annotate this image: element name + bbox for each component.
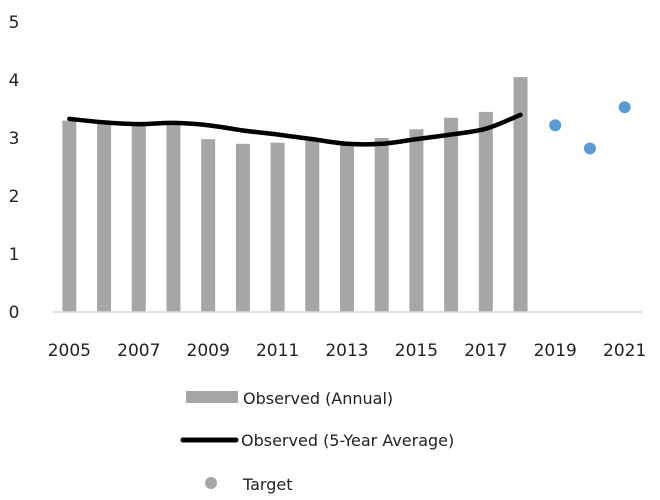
y-tick-label: 1 [9, 245, 20, 265]
annual-bar [513, 77, 528, 312]
annual-bar [131, 125, 146, 313]
annual-bars [62, 77, 528, 313]
annual-bar [340, 143, 354, 312]
x-tick-label: 2017 [464, 341, 507, 361]
annual-bar [270, 142, 285, 312]
y-axis-ticks: 0 1 2 3 4 5 [9, 13, 20, 323]
y-tick-label: 3 [9, 129, 20, 149]
legend-annual-swatch [186, 391, 238, 403]
x-tick-label: 2007 [117, 341, 160, 361]
x-axis-ticks: 2005 2007 2009 2011 2013 2015 2017 2019 2021 [48, 341, 647, 361]
target-points [549, 101, 631, 155]
y-tick-label: 4 [9, 71, 20, 91]
legend-average-label: Observed (5-Year Average) [241, 431, 454, 450]
y-tick-label: 5 [9, 13, 20, 33]
annual-bar [235, 143, 250, 312]
x-tick-label: 2019 [534, 341, 577, 361]
target-point [549, 119, 562, 132]
annual-bar [478, 111, 493, 313]
annual-bar [166, 121, 181, 312]
annual-bar [201, 139, 216, 312]
five-year-average-line [67, 112, 523, 147]
x-tick-label: 2009 [187, 341, 230, 361]
x-tick-label: 2005 [48, 341, 91, 361]
annual-bar [62, 120, 77, 312]
legend: Observed (Annual) Observed (5-Year Avera… [180, 389, 454, 494]
x-tick-label: 2011 [256, 341, 299, 361]
annual-bar [305, 140, 320, 312]
x-tick-label: 2021 [603, 341, 646, 361]
legend-target-swatch [205, 477, 217, 489]
target-point [583, 142, 596, 155]
annual-bar [444, 117, 459, 312]
y-tick-label: 0 [9, 303, 20, 323]
annual-bar [409, 129, 424, 312]
annual-bar [97, 123, 112, 312]
annual-bar [374, 138, 389, 312]
legend-annual-label: Observed (Annual) [243, 389, 393, 408]
y-tick-label: 2 [9, 187, 20, 207]
legend-target-label: Target [242, 475, 293, 494]
x-tick-label: 2013 [325, 341, 368, 361]
target-point [618, 101, 631, 114]
x-tick-label: 2015 [395, 341, 438, 361]
